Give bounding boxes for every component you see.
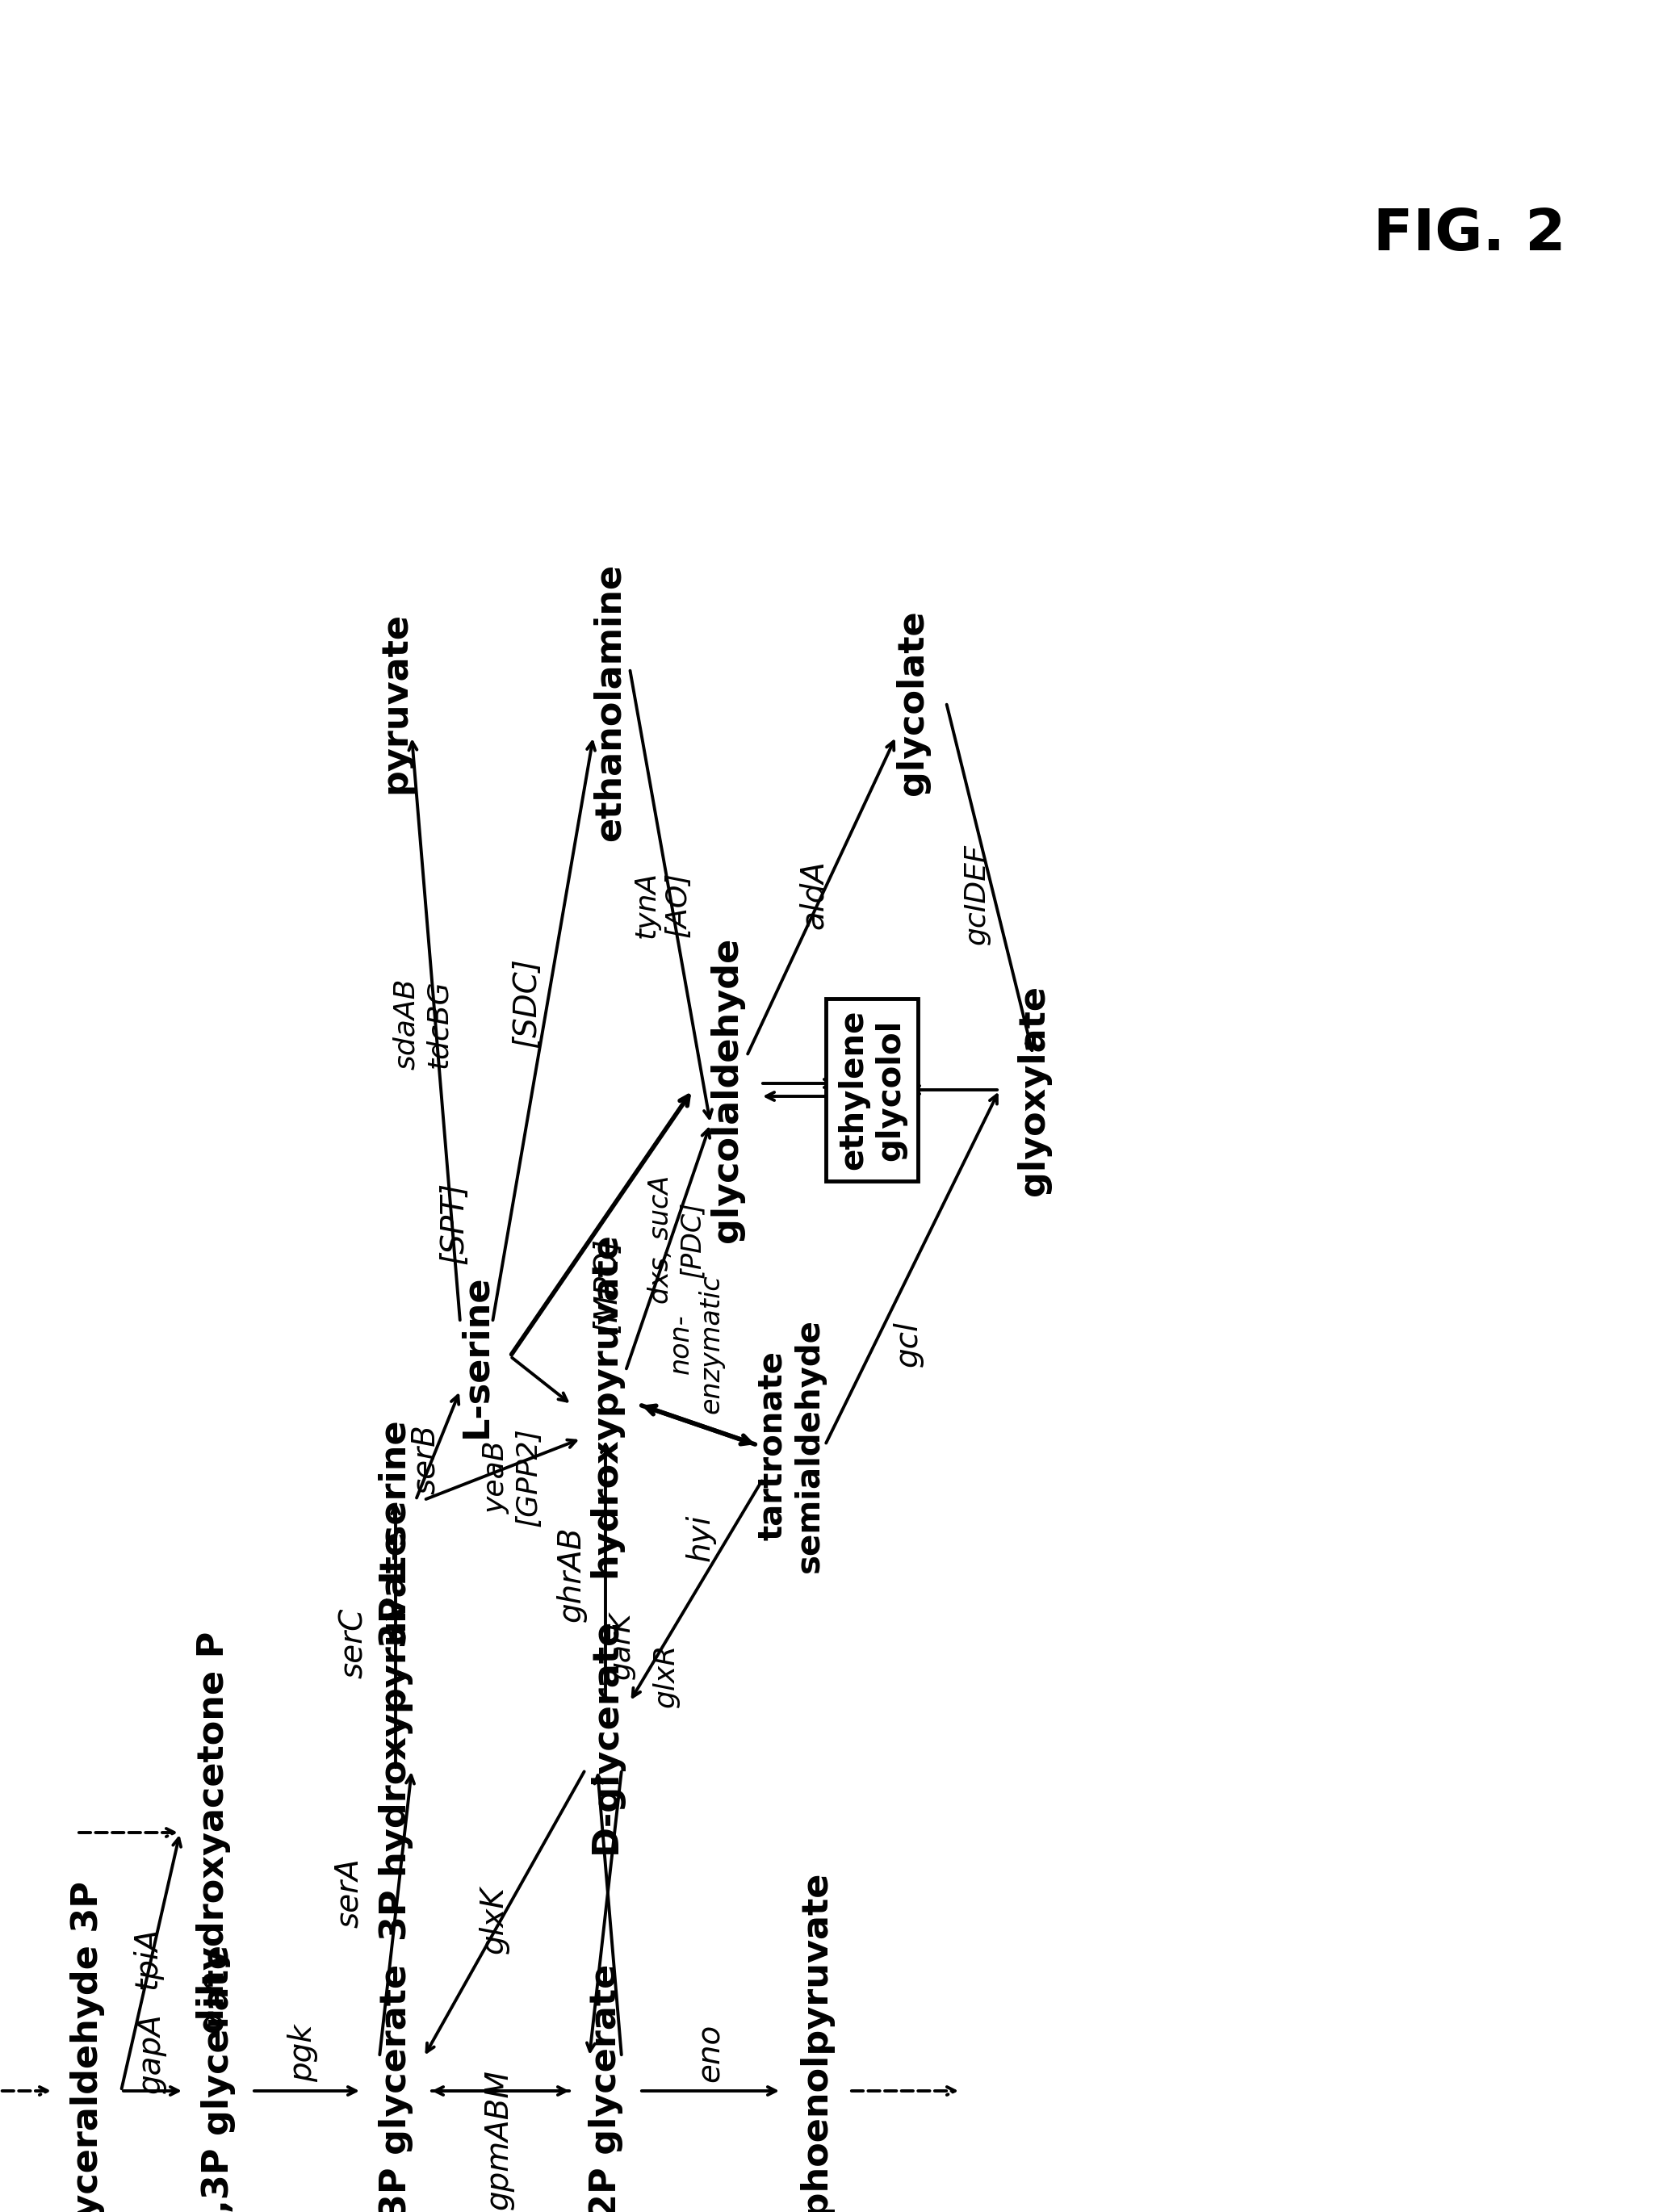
Text: gcIDEF: gcIDEF	[963, 845, 991, 945]
Text: tynA
[AO]: tynA [AO]	[632, 872, 692, 938]
Text: glxR: glxR	[652, 1644, 680, 1708]
Text: serA: serA	[333, 1858, 365, 1929]
Text: hyi: hyi	[685, 1515, 716, 1562]
Text: pgk: pgk	[287, 2024, 318, 2081]
Text: serB: serB	[410, 1425, 440, 1495]
Text: dihydroxyacetone P: dihydroxyacetone P	[197, 1632, 232, 2033]
Text: pyruvate: pyruvate	[378, 611, 413, 794]
Text: glycolate: glycolate	[895, 611, 929, 794]
Text: glycolaldehyde: glycolaldehyde	[709, 938, 744, 1243]
Text: 3P glycerate: 3P glycerate	[378, 1964, 413, 2212]
Text: gpmABM: gpmABM	[484, 2068, 514, 2210]
Text: yeaB
[GPP2]: yeaB [GPP2]	[484, 1427, 543, 1526]
Text: 3P L-serine: 3P L-serine	[378, 1420, 413, 1648]
Text: non-
enzymatic: non- enzymatic	[667, 1274, 724, 1413]
Text: 1,3P glycerate: 1,3P glycerate	[200, 1944, 235, 2212]
Text: [MPO]: [MPO]	[591, 1239, 622, 1334]
Text: D-glyceraldehyde 3P: D-glyceraldehyde 3P	[71, 1880, 104, 2212]
Text: garK: garK	[608, 1613, 635, 1679]
Text: glyoxylate: glyoxylate	[1016, 984, 1050, 1194]
Text: D-glycerate: D-glycerate	[588, 1617, 623, 1854]
Text: tartronate
semialdehyde: tartronate semialdehyde	[756, 1318, 827, 1573]
Text: hydroxypyruvate: hydroxypyruvate	[588, 1232, 623, 1577]
Text: tpiA: tpiA	[133, 1927, 163, 1989]
Text: L-serine: L-serine	[459, 1274, 494, 1438]
Text: eno: eno	[696, 2024, 726, 2081]
Text: serC: serC	[338, 1608, 370, 1679]
Text: phosphoenolpyruvate: phosphoenolpyruvate	[798, 1869, 833, 2212]
Text: gcl: gcl	[892, 1321, 924, 1367]
Text: [SPT]: [SPT]	[438, 1181, 469, 1265]
Text: 2P glycerate: 2P glycerate	[588, 1964, 623, 2212]
Text: [SDC]: [SDC]	[511, 958, 541, 1048]
Text: aldA: aldA	[798, 860, 830, 929]
Text: 3P hydroxypyruvate: 3P hydroxypyruvate	[378, 1531, 413, 1940]
Text: ethylene
glycolol: ethylene glycolol	[837, 1009, 907, 1170]
Text: dxs, sucA
[PDC]: dxs, sucA [PDC]	[648, 1175, 706, 1303]
Text: glxK: glxK	[479, 1887, 509, 1953]
Text: gapA: gapA	[136, 2013, 166, 2093]
Text: ethanolamine: ethanolamine	[591, 564, 627, 841]
Text: ghrAB: ghrAB	[556, 1526, 586, 1621]
Text: sdaAB
tdcBG: sdaAB tdcBG	[393, 978, 452, 1068]
Text: FIG. 2: FIG. 2	[1373, 206, 1566, 261]
